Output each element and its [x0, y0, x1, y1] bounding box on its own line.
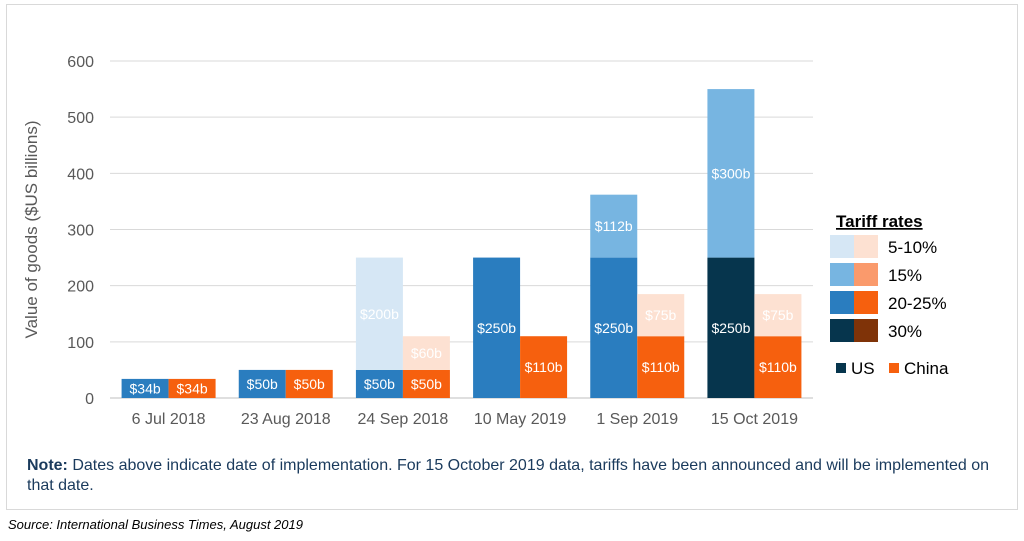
bar-data-label: $300b — [711, 165, 750, 181]
chart-note: Note: Dates above indicate date of imple… — [27, 456, 1007, 496]
y-tick-label: 0 — [85, 391, 94, 408]
source-caption: Source: International Business Times, Au… — [8, 517, 303, 532]
legend-title: Tariff rates — [836, 212, 923, 231]
bar-us — [355, 257, 403, 370]
bar-china — [402, 336, 450, 370]
legend-rate-label: 20-25% — [888, 294, 947, 313]
x-tick-label: 24 Sep 2018 — [358, 411, 449, 428]
legend-swatch-us — [830, 263, 854, 286]
bar-data-label: $50b — [411, 376, 442, 392]
x-tick-label: 15 Oct 2019 — [711, 411, 798, 428]
bar-us — [590, 194, 638, 258]
legend-swatch-us — [830, 319, 854, 342]
bar-us — [355, 369, 403, 398]
y-tick-label: 200 — [67, 279, 94, 296]
legend-swatch-china — [854, 263, 878, 286]
legend-china-marker — [889, 363, 899, 373]
y-tick-label: 400 — [67, 166, 94, 183]
x-tick-label: 23 Aug 2018 — [241, 411, 331, 428]
bar-data-label: $110b — [759, 359, 797, 375]
legend-rate-label: 30% — [888, 322, 922, 341]
bar-us — [121, 378, 169, 398]
legend-rate-label: 15% — [888, 266, 922, 285]
bar-china — [402, 369, 450, 398]
bar-data-label: $250b — [711, 320, 750, 336]
bar-data-label: $34b — [177, 380, 208, 396]
legend-swatch-china — [854, 319, 878, 342]
bar-china — [637, 294, 685, 337]
bar-data-label: $50b — [294, 376, 325, 392]
y-tick-label: 100 — [67, 335, 94, 352]
bar-us — [590, 257, 638, 398]
bar-data-label: $75b — [762, 307, 793, 323]
bar-data-label: $50b — [247, 376, 278, 392]
bar-data-label: $60b — [411, 345, 442, 361]
note-label: Note: — [27, 457, 68, 474]
legend-china-label: China — [904, 359, 949, 378]
chart-svg: 0 100 200 300 400 500 600 Value of goods ($US b… — [22, 54, 949, 428]
x-tick-label: 10 May 2019 — [474, 411, 567, 428]
legend-swatch-china — [854, 235, 878, 258]
legend-rate-label: 5-10% — [888, 238, 937, 257]
bar-data-label: $110b — [642, 359, 680, 375]
note-text: Dates above indicate date of implementat… — [27, 457, 990, 494]
bar-data-label: $250b — [477, 320, 516, 336]
bar-china — [754, 294, 802, 337]
x-tick-label: 1 Sep 2019 — [596, 411, 678, 428]
bar-data-label: $50b — [364, 376, 395, 392]
y-tick-label: 300 — [67, 223, 94, 240]
bar-us — [473, 257, 521, 398]
bar-data-label: $250b — [594, 320, 633, 336]
y-axis-label: Value of goods ($US billions) — [22, 121, 41, 339]
bar-china — [637, 336, 685, 398]
bar-china — [754, 336, 802, 398]
y-tick-label: 500 — [67, 110, 94, 127]
legend-swatch-us — [830, 235, 854, 258]
chart-frame: 0 100 200 300 400 500 600 Value of goods ($US b… — [6, 4, 1018, 510]
legend-us-label: US — [851, 359, 875, 378]
bar-data-label: $110b — [525, 359, 563, 375]
bar-data-label: $200b — [360, 306, 399, 322]
bar-us — [707, 257, 755, 398]
bar-china — [520, 336, 568, 398]
legend-swatch-us — [830, 291, 854, 314]
bar-data-label: $34b — [130, 380, 161, 396]
y-tick-label: 600 — [67, 54, 94, 71]
legend-swatch-china — [854, 291, 878, 314]
legend-us-marker — [836, 363, 846, 373]
bar-china — [285, 369, 333, 398]
bar-us — [238, 369, 286, 398]
bar-us — [707, 89, 755, 258]
bar-data-label: $112b — [595, 218, 633, 234]
bar-china — [168, 378, 216, 398]
x-tick-label: 6 Jul 2018 — [132, 411, 206, 428]
bar-data-label: $75b — [645, 307, 676, 323]
